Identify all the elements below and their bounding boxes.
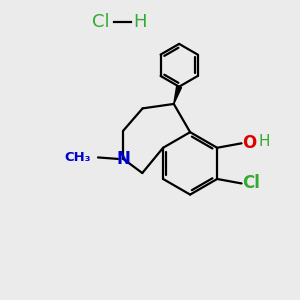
Text: CH₃: CH₃ [64, 151, 91, 164]
Text: H: H [259, 134, 270, 149]
Text: H: H [133, 13, 146, 31]
Text: Cl: Cl [92, 13, 110, 31]
Text: Cl: Cl [242, 174, 260, 192]
Text: N: N [116, 150, 130, 168]
Text: O: O [242, 134, 256, 152]
Polygon shape [174, 86, 182, 104]
